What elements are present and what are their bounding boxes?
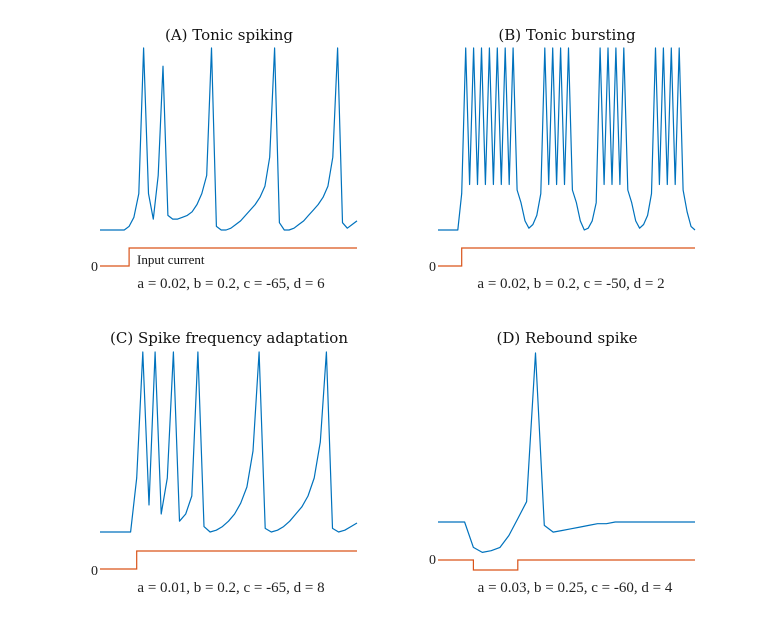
panel-d: (D) Rebound spike 0 a = 0.03, b = 0.25, … <box>429 329 673 596</box>
panel-d-params: a = 0.03, b = 0.25, c = -60, d = 4 <box>478 580 673 596</box>
panel-c-params: a = 0.01, b = 0.2, c = -65, d = 8 <box>137 580 324 596</box>
panel-d-voltage-trace <box>438 352 695 553</box>
panel-d-input-current-trace <box>438 559 695 571</box>
panel-b-title: (B) Tonic bursting <box>498 26 636 44</box>
panel-a-params: a = 0.02, b = 0.2, c = -65, d = 6 <box>137 276 325 292</box>
panel-c-input-current-trace <box>100 550 357 570</box>
panel-b-zero-label: 0 <box>429 260 436 275</box>
panel-a-input-current-label: Input current <box>137 252 205 267</box>
panel-c-title: (C) Spike frequency adaptation <box>110 329 348 347</box>
panel-b-params: a = 0.02, b = 0.2, c = -50, d = 2 <box>477 276 664 292</box>
panel-b: (B) Tonic bursting 0 a = 0.02, b = 0.2, … <box>429 26 665 292</box>
panel-a: (A) Tonic spiking 0 Input current a = 0.… <box>91 26 325 292</box>
panel-c: (C) Spike frequency adaptation 0 a = 0.0… <box>91 329 348 596</box>
panel-c-zero-label: 0 <box>91 564 98 579</box>
traces-layer <box>100 47 696 571</box>
panel-d-zero-label: 0 <box>429 553 436 568</box>
panel-a-title: (A) Tonic spiking <box>165 26 293 44</box>
panel-b-input-current-trace <box>438 247 695 267</box>
panel-d-title: (D) Rebound spike <box>496 329 637 347</box>
panel-a-zero-label: 0 <box>91 260 98 275</box>
panel-a-voltage-trace <box>100 47 358 231</box>
panel-c-voltage-trace <box>100 351 358 533</box>
panel-a-input-current-trace <box>100 247 357 267</box>
panel-b-voltage-trace <box>438 47 696 231</box>
